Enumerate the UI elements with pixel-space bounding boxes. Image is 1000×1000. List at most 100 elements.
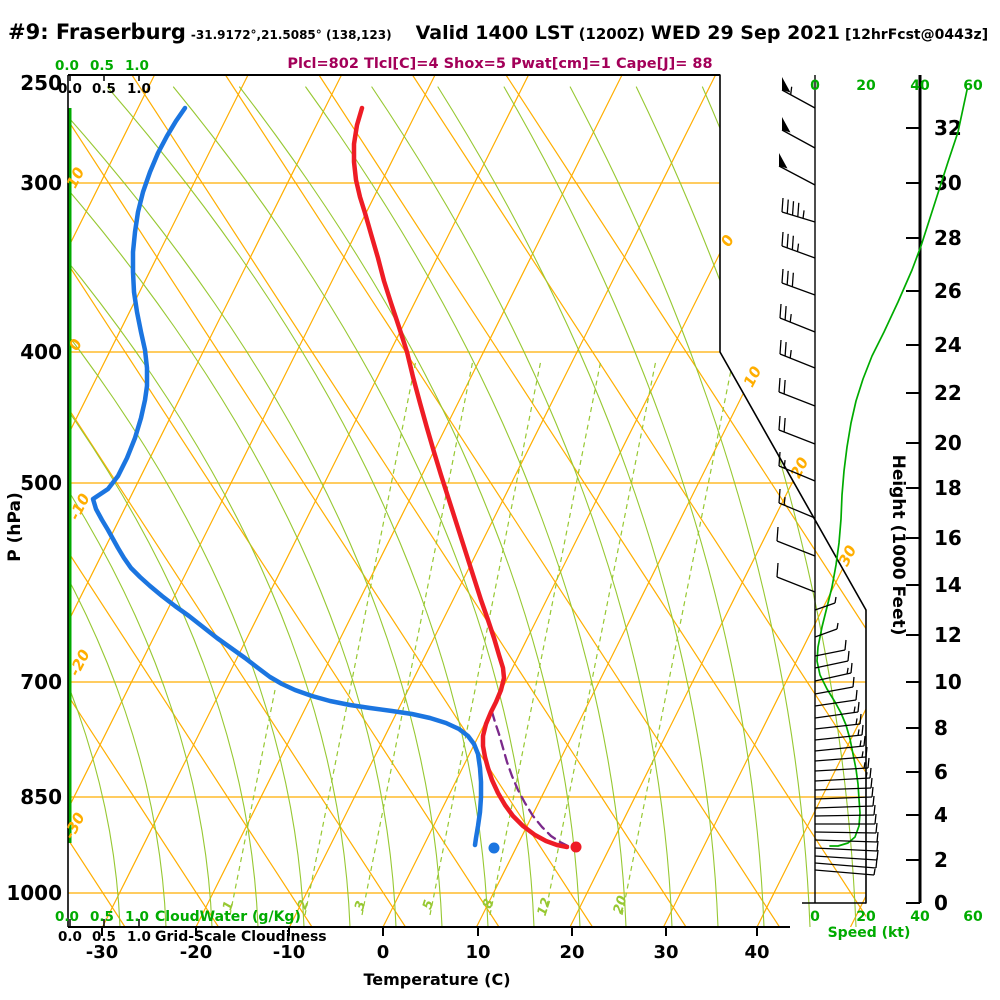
isotherm-line	[664, 75, 1000, 927]
moist-adiabat-line	[967, 87, 1000, 927]
isotherm-label: 10	[740, 363, 766, 390]
barb-half-tick	[860, 740, 861, 746]
height-tick-label: 4	[934, 803, 948, 827]
barb-half-tick	[858, 729, 859, 735]
height-tick-label: 6	[934, 760, 948, 784]
skewt-chart: -30-20-10010203040Temperature (C)2503004…	[0, 0, 1000, 1000]
mixing-ratio-label: 8	[480, 897, 497, 910]
barb-full-tick	[792, 236, 793, 250]
surface-dewpoint-dot	[489, 843, 500, 854]
moist-adiabat-line	[240, 87, 580, 927]
barb-full-tick	[779, 416, 780, 430]
barb-full-tick	[858, 702, 859, 712]
temp-tick-label: 30	[653, 942, 678, 963]
temp-tick-label: -20	[180, 942, 213, 963]
height-tick-label: 2	[934, 848, 948, 872]
speed-label-top: 0	[810, 78, 820, 94]
cloud-scale-bottom-green: 0.5	[90, 909, 114, 925]
barb-full-tick	[777, 527, 778, 541]
barb-full-tick	[874, 805, 875, 815]
barb-half-tick	[791, 87, 792, 95]
barb-full-tick	[782, 198, 783, 212]
moist-adiabat-line	[901, 87, 1000, 927]
mixing-ratio-label: 5	[420, 898, 437, 911]
speed-label-bottom: 60	[963, 909, 983, 925]
mixing-ratio-line	[622, 360, 733, 915]
height-tick-label: 18	[934, 476, 962, 500]
wind-barb	[779, 416, 815, 444]
wind-barb	[780, 340, 815, 368]
cloud-scale-bottom-black: 1.0	[127, 929, 151, 945]
height-tick-label: 28	[934, 226, 962, 250]
height-tick-label: 10	[934, 670, 962, 694]
barb-full-tick	[793, 201, 794, 215]
barb-full-tick	[877, 841, 878, 851]
cloud-scale-bottom-green: 1.0	[125, 909, 149, 925]
barb-full-tick	[784, 418, 785, 432]
wind-barb	[782, 232, 815, 258]
moist-adiabat-line	[107, 87, 488, 927]
barb-half-tick	[790, 350, 791, 358]
dry-adiabat-line	[132, 75, 686, 927]
wind-barb	[815, 651, 849, 668]
pressure-tick-label: 500	[20, 471, 62, 495]
barb-half-tick	[856, 718, 857, 724]
temp-tick-label: 10	[465, 942, 490, 963]
moist-adiabat-line	[42, 231, 350, 927]
moist-adiabat-line	[43, 303, 304, 927]
height-axis-title: Height (1000 Feet)	[888, 455, 908, 636]
cloud-scale-top-green: 0.5	[90, 58, 114, 74]
mixing-ratio-label: 12	[535, 896, 555, 918]
temp-tick-label: -10	[273, 942, 306, 963]
wind-barb	[815, 663, 852, 681]
mixing-ratio-label: 3	[352, 899, 369, 912]
cloud-scale-top-black: 0.0	[58, 81, 82, 97]
height-tick-label: 0	[934, 891, 948, 915]
height-tick-label: 32	[934, 116, 962, 140]
barb-full-tick	[851, 663, 852, 673]
pressure-tick-label: 250	[20, 71, 62, 95]
wind-barb	[780, 304, 815, 332]
mixing-ratio-line	[305, 360, 416, 915]
temp-tick-label: 0	[377, 942, 390, 963]
isotherm-line	[851, 75, 1000, 927]
temperature-curve	[354, 108, 567, 847]
barb-full-tick	[779, 452, 780, 466]
isotherm-label: -30	[60, 810, 88, 842]
barb-full-tick	[787, 271, 788, 285]
wind-barb	[779, 378, 815, 406]
pressure-tick-label: 700	[20, 670, 62, 694]
dry-adiabat-line	[413, 75, 967, 927]
cloud-scale-bottom-black: 0.5	[92, 929, 116, 945]
barb-half-tick	[790, 314, 791, 322]
pressure-tick-label: 300	[20, 171, 62, 195]
barb-full-tick	[782, 269, 783, 283]
wind-barb	[782, 117, 815, 148]
temp-tick-label: 40	[744, 942, 769, 963]
parcel-path-curve	[492, 712, 568, 846]
barb-full-tick	[782, 232, 783, 246]
cloudiness-axis-title: Grid-Scale Cloudiness	[155, 929, 327, 945]
barb-half-tick	[837, 623, 838, 629]
height-tick-label: 16	[934, 526, 962, 550]
barb-half-tick	[847, 668, 848, 674]
plot-area	[0, 75, 1000, 927]
barb-full-tick	[873, 796, 874, 806]
barb-half-tick	[864, 762, 865, 768]
cloud-scale-top-black: 0.5	[92, 81, 116, 97]
cloud-scale-bottom-black: 0.0	[58, 929, 82, 945]
speed-label-top: 40	[910, 78, 930, 94]
temp-tick-label: 20	[559, 942, 584, 963]
barb-full-tick	[870, 768, 871, 778]
barb-full-tick	[871, 778, 872, 788]
wind-barb	[779, 153, 815, 185]
barb-full-tick	[787, 234, 788, 248]
cloud-scale-top-black: 1.0	[127, 81, 151, 97]
height-tick-label: 8	[934, 716, 948, 740]
mixing-ratio-line	[230, 690, 275, 915]
barb-full-tick	[784, 380, 785, 394]
mixing-ratio-line	[490, 360, 601, 915]
pressure-tick-label: 1000	[6, 881, 62, 905]
speed-axis-title: Speed (kt)	[828, 925, 911, 941]
barb-full-tick	[864, 736, 865, 746]
